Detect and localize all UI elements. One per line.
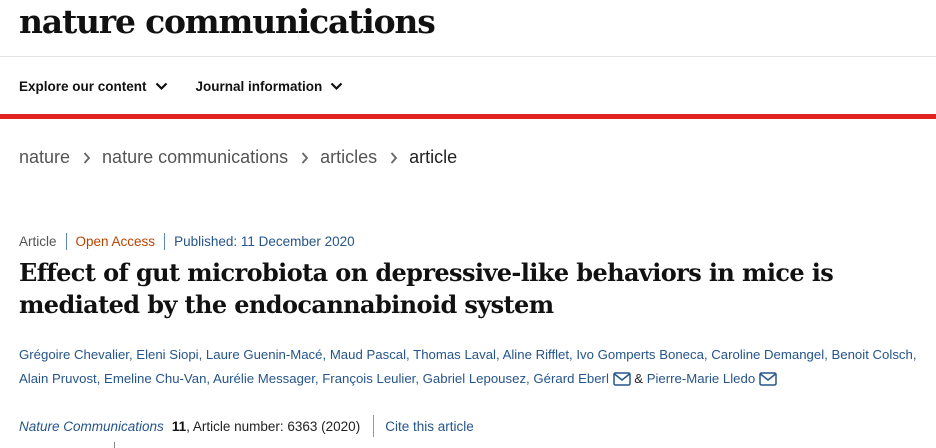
author-link[interactable]: Gabriel Lepousez <box>422 370 527 386</box>
author-link[interactable]: Aline Rifflet <box>502 347 570 362</box>
author-link[interactable]: Benoit Colsch <box>831 347 913 362</box>
breadcrumb: nature nature communications articles ar… <box>19 147 457 168</box>
meta-divider <box>164 233 166 250</box>
author-link[interactable]: Eleni Siopi <box>136 347 199 362</box>
content-divider <box>114 442 115 448</box>
author-link[interactable]: Emeline Chu-Van <box>104 370 207 386</box>
breadcrumb-articles[interactable]: articles <box>320 147 378 167</box>
author-link[interactable]: Aurélie Messager <box>213 370 315 386</box>
chevron-right-icon <box>301 151 309 164</box>
main-nav: Explore our content Journal information <box>19 79 371 94</box>
open-access-badge: Open Access <box>75 234 156 249</box>
article-meta: Article Open Access Published: 11 Decemb… <box>19 233 355 250</box>
header-divider <box>0 56 936 57</box>
author-link[interactable]: Gérard Eberl <box>533 370 609 386</box>
citation-divider <box>373 415 375 437</box>
author-link[interactable]: Pierre-Marie Lledo <box>646 370 756 386</box>
envelope-icon[interactable] <box>612 371 631 386</box>
article-number: , Article number: 6363 (2020) <box>186 418 361 434</box>
article-title: Effect of gut microbiota on depressive-l… <box>19 258 834 319</box>
nav-explore-content[interactable]: Explore our content <box>19 79 168 94</box>
nav-explore-content-label: Explore our content <box>19 79 147 94</box>
author-joiner: & <box>634 370 644 386</box>
chevron-down-icon <box>331 82 343 91</box>
author-link[interactable]: Caroline Demangel <box>711 347 825 362</box>
nav-journal-information-label: Journal information <box>195 79 323 94</box>
author-link[interactable]: Thomas Laval <box>413 347 496 362</box>
nav-journal-information[interactable]: Journal information <box>196 79 344 94</box>
author-link[interactable]: Grégoire Chevalier <box>19 347 129 362</box>
breadcrumb-article: article <box>409 147 458 167</box>
author-list: Grégoire Chevalier, Eleni Siopi, Laure G… <box>19 347 917 386</box>
chevron-down-icon <box>155 82 167 91</box>
published-date: Published: 11 December 2020 <box>174 234 355 249</box>
breadcrumb-nature[interactable]: nature <box>19 147 71 167</box>
author-link[interactable]: Alain Pruvost <box>19 370 97 386</box>
journal-name[interactable]: Nature Communications <box>19 418 164 434</box>
envelope-icon[interactable] <box>759 371 777 386</box>
journal-logo[interactable]: nature communications <box>19 2 436 41</box>
breadcrumb-nature-communications[interactable]: nature communications <box>102 147 289 167</box>
author-link[interactable]: François Leulier <box>322 370 416 386</box>
volume-number: 11 <box>171 418 187 434</box>
chevron-right-icon <box>390 151 398 164</box>
cite-this-article-link[interactable]: Cite this article <box>385 418 474 434</box>
article-type: Article <box>19 234 57 249</box>
author-link[interactable]: Laure Guenin-Macé <box>205 347 323 362</box>
citation-line: Nature Communications 11 , Article numbe… <box>19 415 474 437</box>
author-link[interactable]: Maud Pascal <box>329 347 407 362</box>
chevron-right-icon <box>83 151 91 164</box>
author-link[interactable]: Ivo Gomperts Boneca <box>576 347 704 362</box>
meta-divider <box>65 233 67 250</box>
accent-bar <box>0 114 936 119</box>
